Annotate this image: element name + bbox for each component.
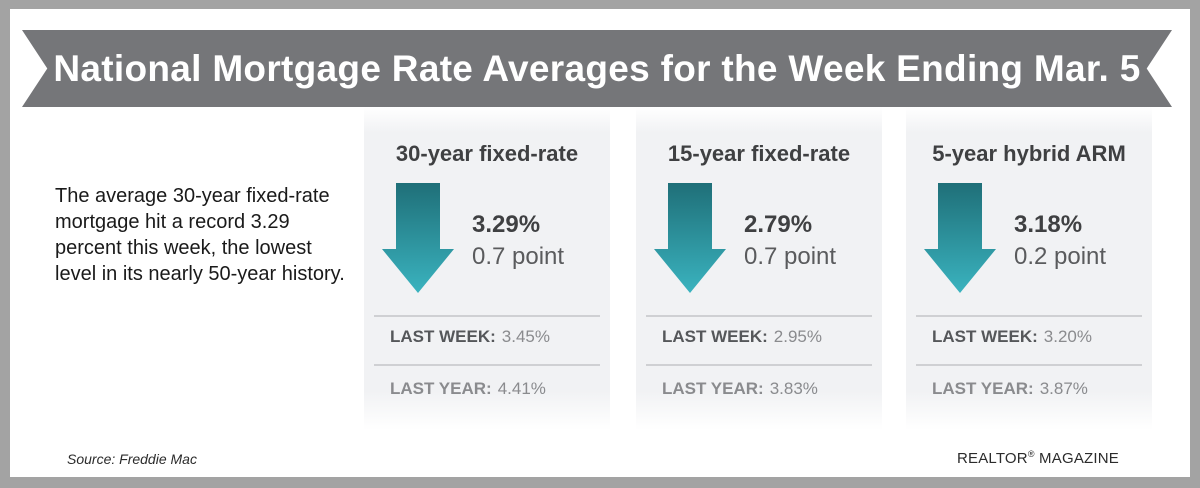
last-year-label: LAST YEAR:	[390, 379, 492, 398]
divider	[374, 364, 600, 366]
last-year-value: 4.41%	[497, 379, 546, 398]
intro-text: The average 30-year fixed-rate mortgage …	[55, 185, 345, 285]
last-year-row: LAST YEAR: 4.41%	[390, 379, 546, 399]
current-rate: 3.29%	[472, 211, 541, 238]
rate-card-5-year-arm: 5-year hybrid ARM 3.18% 0.2 point LAST W…	[906, 107, 1152, 430]
card-title: 5-year hybrid ARM	[932, 141, 1126, 166]
last-year-value: 3.87%	[1039, 379, 1088, 398]
card-title: 30-year fixed-rate	[395, 141, 579, 166]
last-week-row: LAST WEEK: 2.95%	[662, 327, 822, 347]
divider	[916, 315, 1142, 317]
last-week-value: 3.45%	[501, 327, 550, 346]
last-week-row: LAST WEEK: 3.45%	[390, 327, 550, 347]
current-rate: 3.18%	[1014, 211, 1083, 238]
rate-card-30-year: 30-year fixed-rate 3.29% 0.7 point LAST …	[364, 107, 610, 430]
title-banner: National Mortgage Rate Averages for the …	[22, 30, 1172, 107]
last-year-row: LAST YEAR: 3.87%	[932, 379, 1088, 399]
last-week-label: LAST WEEK:	[932, 327, 1038, 346]
brand-logo: REALTOR® MAGAZINE	[957, 449, 1119, 467]
brand-prefix: REALTOR	[956, 450, 1028, 467]
last-year-row: LAST YEAR: 3.83%	[662, 379, 818, 399]
registered-mark: ®	[1027, 449, 1035, 459]
brand-suffix: MAGAZINE	[1034, 450, 1119, 467]
down-arrow-icon	[382, 183, 454, 293]
divider	[374, 315, 600, 317]
divider	[646, 364, 872, 366]
source-credit: Source: Freddie Mac	[67, 451, 197, 467]
last-year-value: 3.83%	[769, 379, 818, 398]
rate-change: 0.2 point	[1014, 243, 1107, 270]
rate-change: 0.7 point	[744, 243, 837, 270]
last-week-label: LAST WEEK:	[390, 327, 496, 346]
last-week-row: LAST WEEK: 3.20%	[932, 327, 1092, 347]
rate-card-15-year: 15-year fixed-rate 2.79% 0.7 point LAST …	[636, 107, 882, 430]
page-title: National Mortgage Rate Averages for the …	[53, 47, 1141, 89]
last-year-label: LAST YEAR:	[932, 379, 1034, 398]
last-week-value: 2.95%	[773, 327, 822, 346]
rate-change: 0.7 point	[472, 243, 565, 270]
divider	[916, 364, 1142, 366]
down-arrow-icon	[924, 183, 996, 293]
divider	[646, 315, 872, 317]
current-rate: 2.79%	[744, 211, 813, 238]
last-year-label: LAST YEAR:	[662, 379, 764, 398]
last-week-label: LAST WEEK:	[662, 327, 768, 346]
card-title: 15-year fixed-rate	[667, 141, 851, 166]
last-week-value: 3.20%	[1043, 327, 1092, 346]
down-arrow-icon	[654, 183, 726, 293]
